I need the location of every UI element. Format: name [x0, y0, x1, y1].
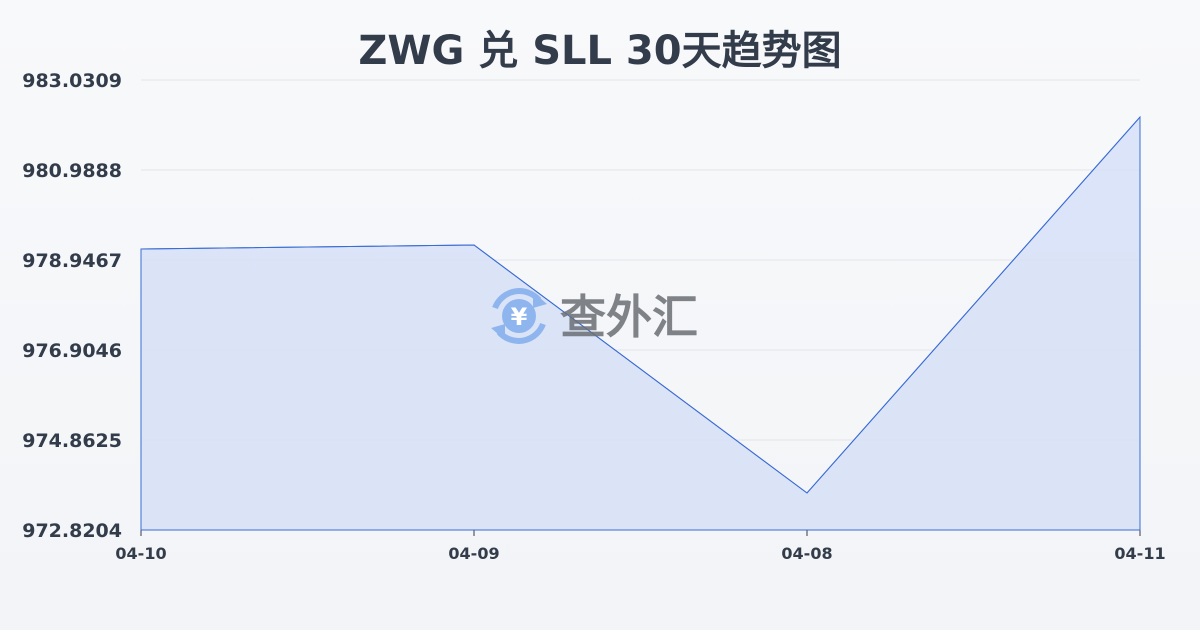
chart-title: ZWG 兑 SLL 30天趋势图	[358, 28, 842, 74]
y-tick-label: 980.9888	[22, 160, 122, 182]
watermark-text: 查外汇	[560, 290, 698, 344]
data-point	[806, 492, 808, 494]
yen-exchange-icon: ¥	[491, 288, 547, 344]
svg-text:¥: ¥	[511, 303, 528, 331]
x-tick-label: 04-09	[448, 544, 499, 563]
x-tick-label: 04-10	[115, 544, 166, 563]
y-tick-label: 974.8625	[22, 430, 122, 452]
x-tick-label: 04-11	[1114, 544, 1165, 563]
data-point	[140, 248, 142, 250]
y-tick-label: 976.9046	[22, 340, 122, 362]
data-point	[1139, 116, 1141, 118]
y-tick-label: 972.8204	[22, 520, 122, 542]
y-tick-label: 983.0309	[22, 70, 122, 92]
watermark: ¥ 查外汇	[491, 288, 698, 344]
x-tick-label: 04-08	[781, 544, 832, 563]
series-line	[140, 116, 1141, 494]
y-tick-label: 978.9467	[22, 250, 122, 272]
data-point	[473, 244, 475, 246]
